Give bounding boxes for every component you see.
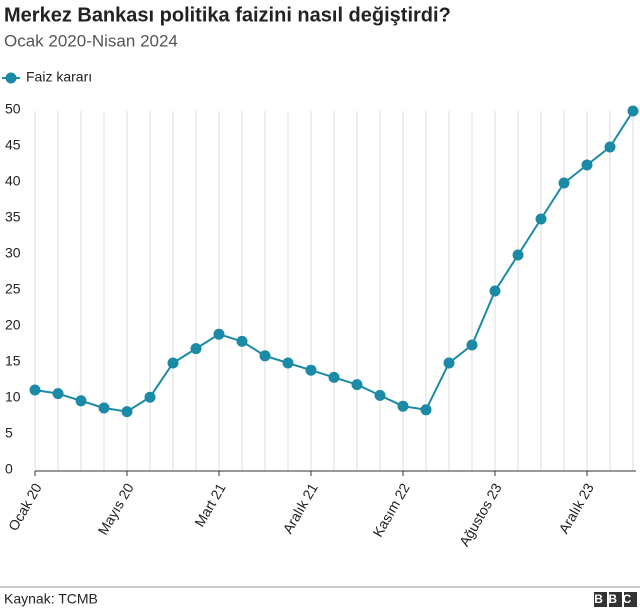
y-tick-label: 5 (5, 425, 13, 441)
x-tick-label: Kasım 22 (369, 480, 413, 539)
y-tick-label: 10 (5, 389, 21, 405)
chart-subtitle: Ocak 2020-Nisan 2024 (4, 31, 178, 50)
logo: BBC (594, 592, 637, 607)
point (144, 391, 156, 403)
point (512, 249, 524, 261)
y-tick-label: 40 (5, 173, 21, 189)
point (75, 395, 87, 407)
source: Kaynak: TCMB (4, 591, 98, 607)
y-tick-label: 45 (5, 137, 21, 153)
x-tick-label: Mayıs 20 (95, 480, 137, 537)
legend-label: Faiz kararı (26, 69, 92, 85)
point (351, 379, 363, 391)
legend-marker (5, 72, 17, 84)
point (489, 285, 501, 297)
y-tick-label: 50 (5, 101, 21, 117)
point (443, 357, 455, 369)
point (305, 364, 317, 376)
point (52, 388, 64, 400)
x-tick-label: Mart 21 (191, 480, 229, 529)
point (535, 213, 547, 225)
point (29, 384, 41, 396)
y-tick-label: 30 (5, 245, 21, 261)
y-tick-label: 20 (5, 317, 21, 333)
point (167, 357, 179, 369)
x-tick-label: Ağustos 23 (456, 480, 505, 549)
point (420, 404, 432, 416)
y-tick-label: 0 (5, 461, 13, 477)
point (236, 335, 248, 347)
point (121, 406, 133, 418)
point (604, 141, 616, 153)
point (374, 389, 386, 401)
point (259, 350, 271, 362)
x-tick-label: Aralık 23 (555, 480, 597, 536)
point (282, 357, 294, 369)
point (213, 328, 225, 340)
point (558, 177, 570, 189)
x-tick-label: Aralık 21 (279, 480, 321, 536)
point (328, 371, 340, 383)
point (397, 400, 409, 412)
point (581, 159, 593, 171)
logo-text: BBC (594, 592, 637, 606)
point (466, 339, 478, 351)
x-tick-label: Ocak 20 (5, 480, 45, 533)
point (627, 105, 639, 117)
y-tick-label: 35 (5, 209, 21, 225)
chart-title: Merkez Bankası politika faizini nasıl de… (4, 4, 451, 26)
y-tick-label: 15 (5, 353, 21, 369)
point (190, 343, 202, 355)
point (98, 402, 110, 414)
y-tick-label: 25 (5, 281, 21, 297)
